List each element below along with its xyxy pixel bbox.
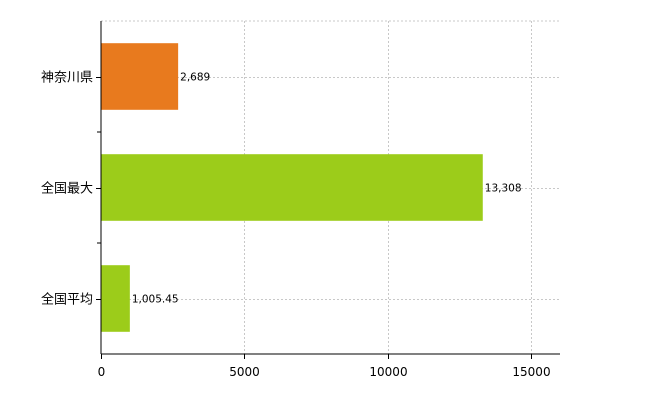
x-tick-label: 15000 [512,365,550,379]
category-label: 神奈川県 [41,71,93,86]
x-tick-label: 5000 [229,365,260,379]
x-tick-label: 10000 [369,365,407,379]
bars [101,43,483,332]
category-label: 全国最大 [41,181,93,197]
bar [101,43,179,110]
labels: 0 5000 10000 15000 神奈川県 2,689 全国最大 13,308 全国平均 1,… [41,71,551,380]
x-tick-label: 0 [98,365,106,379]
data-label: 13,308 [485,183,522,195]
data-label: 1,005.45 [132,294,179,306]
bar [101,265,130,332]
axes [100,21,560,355]
category-label: 全国平均 [41,292,93,308]
bar [101,154,483,221]
data-label: 2,689 [180,72,210,84]
